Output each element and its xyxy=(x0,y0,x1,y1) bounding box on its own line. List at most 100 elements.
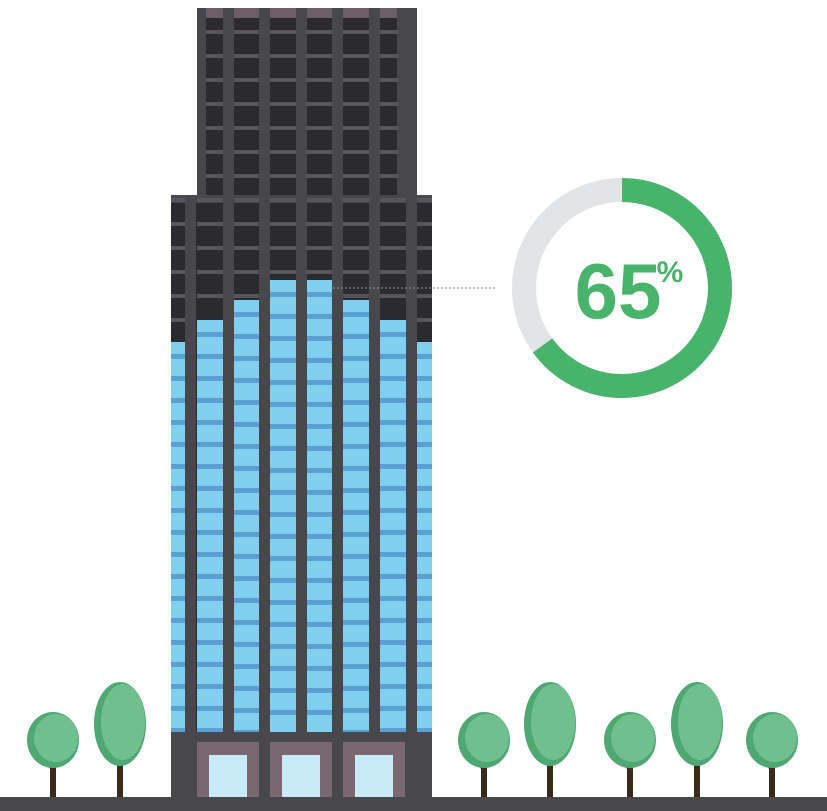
dark-floor-band xyxy=(343,78,369,82)
floor-band xyxy=(306,622,332,627)
dark-floor-band xyxy=(197,126,223,130)
floor-band xyxy=(417,420,432,425)
dark-floor-band xyxy=(417,222,432,226)
floor-band xyxy=(343,708,369,713)
floor-band xyxy=(233,598,259,603)
tower-pillar xyxy=(397,8,406,198)
dark-floor-band xyxy=(270,150,296,154)
floor-band xyxy=(417,486,432,491)
dark-floor-band xyxy=(306,126,332,130)
tower-pillar xyxy=(185,195,196,740)
dark-floor-band xyxy=(417,270,432,274)
dark-floor-band xyxy=(197,294,223,298)
floor-band xyxy=(417,530,432,535)
floor-band xyxy=(171,618,185,623)
dark-floor-band xyxy=(197,270,223,274)
dark-floor-band xyxy=(343,246,369,250)
floor-band xyxy=(171,442,185,447)
floor-band xyxy=(233,532,259,537)
floor-band xyxy=(233,356,259,361)
floor-band xyxy=(417,662,432,667)
tower-pillar xyxy=(223,8,234,740)
floor-band xyxy=(306,380,332,385)
dark-floor-band xyxy=(270,54,296,58)
floor-band xyxy=(171,508,185,513)
floor-band xyxy=(233,378,259,383)
dark-floor-band xyxy=(197,198,223,202)
floor-band xyxy=(171,552,185,557)
dark-floor-band xyxy=(270,102,296,106)
floor-band xyxy=(197,728,223,733)
dark-floor-band xyxy=(417,198,432,202)
floor-band xyxy=(306,556,332,561)
donut-progress-icon: 65 % xyxy=(512,178,732,398)
floor-band xyxy=(380,728,406,733)
floor-band xyxy=(233,466,259,471)
tree-canopy xyxy=(678,684,722,760)
dark-floor-band xyxy=(306,174,332,178)
floor-band xyxy=(343,312,369,317)
glass-column xyxy=(233,300,259,740)
floor-band xyxy=(306,468,332,473)
tree-canopy xyxy=(611,714,655,762)
floor-band xyxy=(417,640,432,645)
floor-band xyxy=(306,358,332,363)
floor-band xyxy=(233,664,259,669)
dark-floor-band xyxy=(306,54,332,58)
dark-floor-band xyxy=(343,30,369,34)
floor-band xyxy=(380,684,406,689)
floor-band xyxy=(417,728,432,733)
tree-canopy xyxy=(531,684,575,760)
floor-band xyxy=(343,378,369,383)
floor-band xyxy=(197,574,223,579)
dark-floor-band xyxy=(380,54,406,58)
floor-band xyxy=(380,376,406,381)
floor-band xyxy=(233,708,259,713)
floor-band xyxy=(233,620,259,625)
glass-column xyxy=(306,280,332,740)
tree-icon xyxy=(604,712,656,797)
floor-band xyxy=(306,512,332,517)
floor-band xyxy=(171,486,185,491)
dark-floor-band xyxy=(306,78,332,82)
dark-floor-band xyxy=(233,246,259,250)
dark-floor-band xyxy=(417,294,432,298)
floor-band xyxy=(343,400,369,405)
floor-band xyxy=(233,576,259,581)
dark-floor-band xyxy=(233,270,259,274)
floor-band xyxy=(380,420,406,425)
tree-canopy xyxy=(34,714,78,762)
floor-band xyxy=(233,686,259,691)
floor-band xyxy=(343,422,369,427)
glass-column xyxy=(343,300,369,740)
tree-canopy xyxy=(753,714,797,762)
floor-band xyxy=(380,706,406,711)
dark-floor-band xyxy=(233,150,259,154)
floor-band xyxy=(233,334,259,339)
glass-column xyxy=(270,280,296,740)
tree-canopy xyxy=(101,684,145,760)
floor-band xyxy=(380,618,406,623)
floor-band xyxy=(343,642,369,647)
dark-floor-band xyxy=(306,246,332,250)
progress-value: 65 xyxy=(575,247,662,335)
floor-band xyxy=(171,706,185,711)
dark-floor-band xyxy=(306,30,332,34)
floor-band xyxy=(197,464,223,469)
floor-band xyxy=(306,534,332,539)
floor-band xyxy=(380,662,406,667)
floor-band xyxy=(417,684,432,689)
floor-band xyxy=(197,640,223,645)
floor-band xyxy=(197,486,223,491)
floor-band xyxy=(197,596,223,601)
dark-floor-band xyxy=(380,294,406,298)
floor-band xyxy=(197,398,223,403)
floor-band xyxy=(233,422,259,427)
dark-floor-band xyxy=(380,30,406,34)
dark-floor-band xyxy=(380,126,406,130)
dark-floor-band xyxy=(270,174,296,178)
lobby-door xyxy=(355,755,393,797)
floor-band xyxy=(417,508,432,513)
floor-band xyxy=(171,376,185,381)
floor-band xyxy=(270,534,296,539)
